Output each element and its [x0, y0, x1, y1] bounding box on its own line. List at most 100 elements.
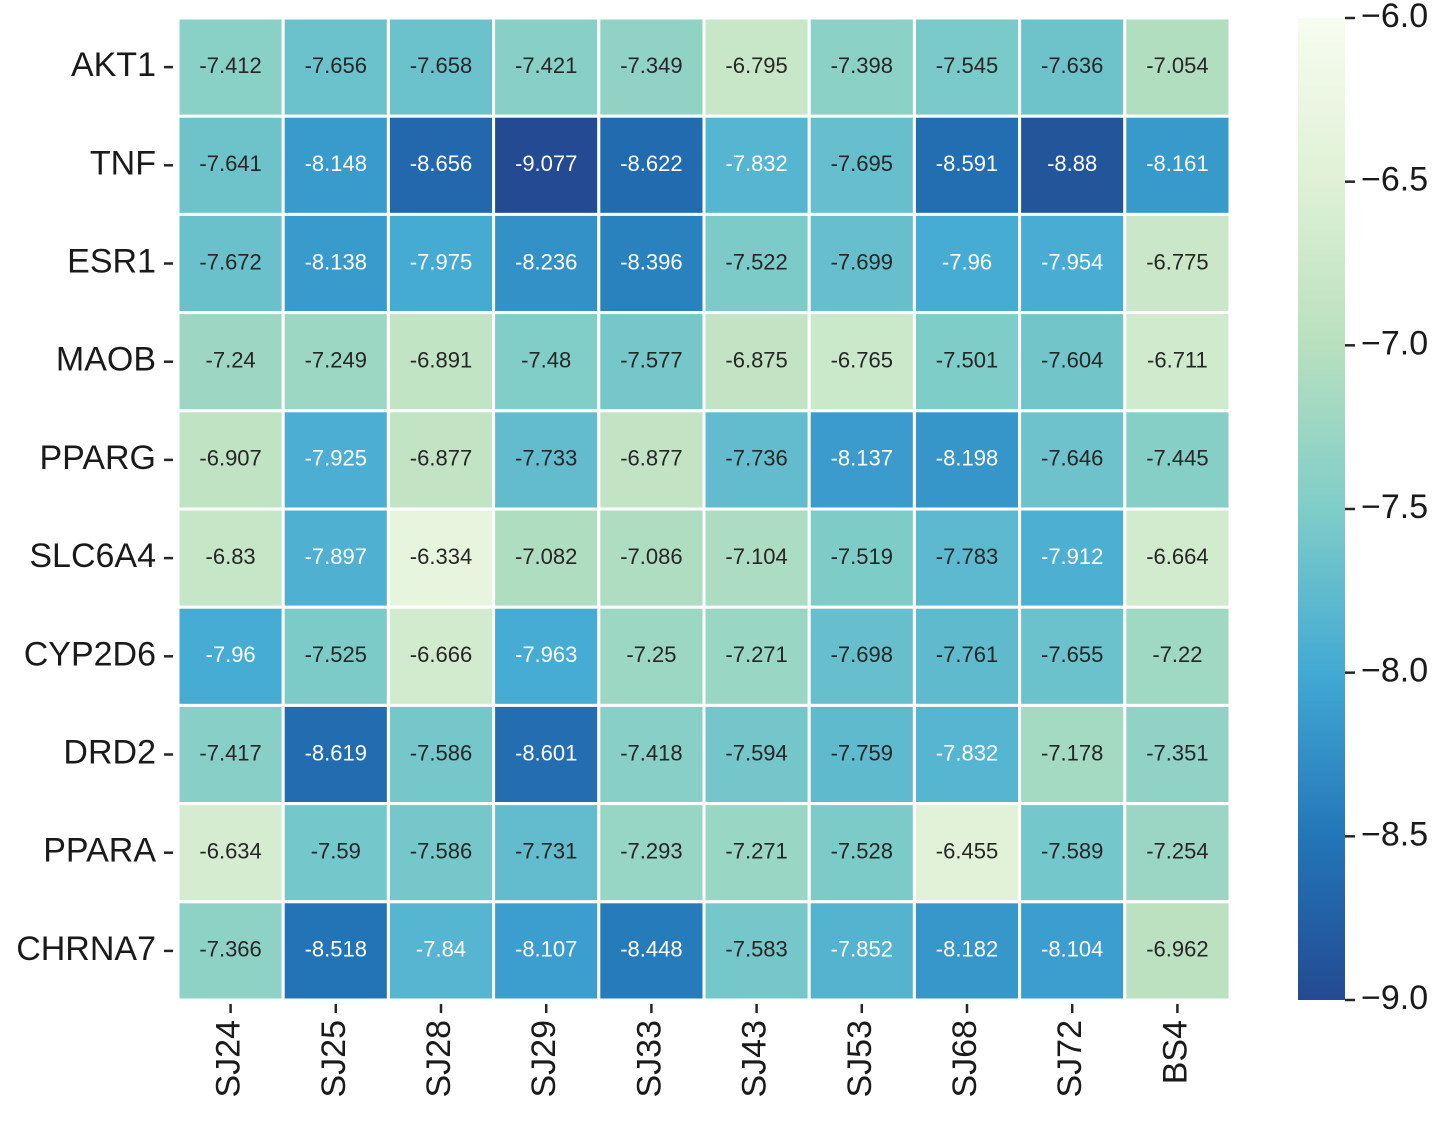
x-tick-label: SJ68 — [946, 1020, 984, 1098]
cell-label: -6.711 — [1147, 348, 1208, 373]
cell-label: -7.086 — [620, 544, 682, 569]
cell-label: -8.88 — [1047, 151, 1097, 176]
cell-label: -7.84 — [416, 937, 466, 962]
cell-label: -7.586 — [410, 740, 472, 765]
y-tick-label: DRD2 — [63, 733, 156, 771]
cell-label: -6.666 — [410, 642, 472, 667]
heatmap-cell — [176, 311, 285, 413]
heatmap-cell — [1018, 409, 1127, 511]
x-tick-label: SJ24 — [210, 1020, 248, 1098]
heatmap-cell — [807, 900, 916, 1002]
heatmap-cell — [1018, 900, 1127, 1002]
heatmap-cell — [1018, 605, 1127, 707]
heatmap-cell — [281, 409, 390, 511]
cell-label: -7.731 — [515, 839, 577, 864]
cell-label: -7.636 — [1041, 53, 1103, 78]
y-tick-label: CHRNA7 — [16, 930, 156, 968]
cell-label: -7.418 — [620, 740, 682, 765]
cell-label: -7.759 — [831, 740, 893, 765]
heatmap-cell — [1123, 16, 1232, 118]
heatmap-cell — [702, 507, 811, 609]
heatmap-cell — [597, 703, 706, 806]
cell-label: -7.545 — [936, 53, 998, 78]
heatmap-cell — [807, 311, 916, 413]
heatmap-cell — [281, 212, 390, 315]
y-tick-label: CYP2D6 — [24, 635, 156, 673]
heatmap-cell — [1018, 703, 1127, 806]
heatmap-cell — [492, 900, 601, 1002]
cell-label: -7.525 — [305, 642, 367, 667]
y-tick-label: ESR1 — [67, 242, 156, 280]
y-tick-label: AKT1 — [71, 46, 156, 84]
heatmap-cell — [281, 114, 390, 216]
cell-label: -6.962 — [1146, 937, 1208, 962]
x-tick-label: SJ29 — [525, 1020, 563, 1098]
cell-label: -8.137 — [831, 446, 893, 471]
colorbar-tick-label: −6.0 — [1361, 0, 1428, 35]
colorbar-tick-label: −6.5 — [1361, 161, 1428, 199]
heatmap-cell — [912, 409, 1022, 511]
heatmap-cell — [176, 900, 285, 1002]
cell-label: -7.736 — [725, 446, 787, 471]
colorbar-tick-label: −9.0 — [1361, 979, 1428, 1017]
cell-label: -7.24 — [206, 348, 256, 373]
heatmap-cell — [1123, 802, 1232, 904]
heatmap-cell — [386, 703, 496, 806]
cell-label: -7.054 — [1146, 53, 1208, 78]
cell-label: -7.421 — [515, 53, 577, 78]
heatmap-cell — [1123, 114, 1232, 216]
colorbar-tick-label: −7.5 — [1361, 488, 1428, 526]
heatmap-cell — [807, 703, 916, 806]
cell-label: -7.519 — [831, 544, 893, 569]
cell-label: -7.698 — [831, 642, 893, 667]
cell-label: -8.198 — [936, 446, 998, 471]
cell-label: -7.695 — [831, 151, 893, 176]
cell-label: -7.398 — [831, 53, 893, 78]
cell-label: -8.656 — [410, 151, 472, 176]
cell-label: -7.646 — [1041, 446, 1103, 471]
cell-label: -7.594 — [725, 740, 787, 765]
heatmap-cell — [597, 900, 706, 1002]
cell-label: -7.641 — [199, 151, 261, 176]
heatmap-cell — [702, 605, 811, 707]
cell-label: -7.271 — [725, 839, 787, 864]
cell-label: -7.783 — [936, 544, 998, 569]
cell-label: -7.96 — [206, 642, 256, 667]
cell-label: -7.586 — [410, 839, 472, 864]
heatmap-cell — [281, 802, 390, 904]
cell-label: -6.877 — [410, 446, 472, 471]
heatmap-cell — [492, 507, 601, 609]
cell-label: -6.765 — [831, 348, 893, 373]
cell-label: -8.622 — [620, 151, 682, 176]
colorbar-tick-label: −7.0 — [1361, 324, 1428, 362]
cell-label: -7.445 — [1146, 446, 1208, 471]
x-tick-label: SJ28 — [420, 1020, 458, 1098]
colorbar — [1298, 18, 1345, 1000]
cell-label: -8.138 — [305, 249, 367, 274]
heatmap-cell — [807, 409, 916, 511]
x-tick-label: SJ33 — [630, 1020, 668, 1098]
cell-label: -7.351 — [1146, 740, 1208, 765]
cell-label: -7.522 — [725, 249, 787, 274]
cell-label: -7.249 — [305, 348, 367, 373]
cell-label: -6.455 — [936, 839, 998, 864]
heatmap-cell — [1018, 802, 1127, 904]
cell-label: -6.634 — [199, 839, 261, 864]
cell-label: -7.528 — [831, 839, 893, 864]
heatmap-cell — [176, 802, 285, 904]
cell-label: -7.656 — [305, 53, 367, 78]
cell-label: -7.655 — [1041, 642, 1103, 667]
heatmap-cell — [176, 212, 285, 315]
cell-label: -7.963 — [515, 642, 577, 667]
heatmap-cell — [492, 703, 601, 806]
heatmap-cell — [807, 212, 916, 315]
cell-label: -7.349 — [620, 53, 682, 78]
heatmap-cell — [1018, 212, 1127, 315]
cell-label: -7.832 — [725, 151, 787, 176]
heatmap-cell — [702, 16, 811, 118]
heatmap-cell — [1018, 507, 1127, 609]
cell-label: -8.396 — [620, 249, 682, 274]
colorbar-tick-label: −8.0 — [1361, 652, 1428, 690]
heatmap-cell — [912, 802, 1022, 904]
